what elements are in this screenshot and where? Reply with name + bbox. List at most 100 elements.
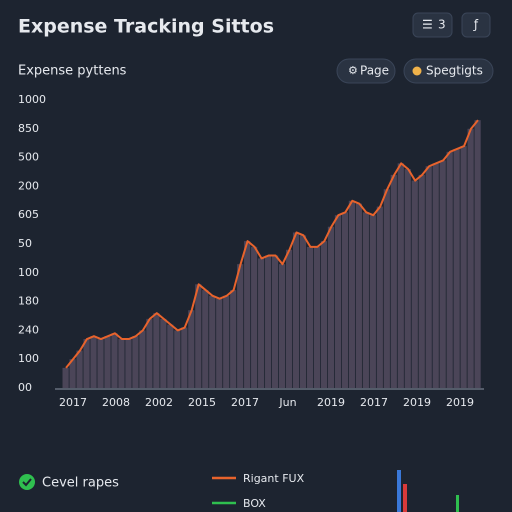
bar xyxy=(153,313,160,388)
x-axis-label: 2017 xyxy=(231,396,259,409)
y-axis-label: 1000 xyxy=(18,93,46,106)
y-axis-label: 180 xyxy=(18,295,39,308)
x-axis-label: 2019 xyxy=(317,396,345,409)
bar xyxy=(83,339,90,388)
bar xyxy=(467,128,474,389)
plot: 1000 850 500 200 605 50 100 180 240 100 00 2017 2008… xyxy=(18,93,484,409)
bar xyxy=(299,235,307,388)
bar xyxy=(132,336,139,388)
bar xyxy=(118,339,125,388)
bar xyxy=(446,151,453,388)
status-label: Cevel rapes xyxy=(42,476,119,491)
bar xyxy=(355,203,362,388)
bar xyxy=(104,336,111,388)
y-axis-label: 100 xyxy=(18,352,39,365)
bar xyxy=(285,249,293,388)
bar xyxy=(125,339,132,388)
page-button[interactable] xyxy=(336,58,396,84)
bar xyxy=(216,298,223,388)
bar xyxy=(306,246,314,388)
chart-subtitle: Expense pyttens xyxy=(18,64,127,79)
x-axis-label: 2019 xyxy=(446,396,474,409)
bar xyxy=(362,212,369,388)
x-axis-label: 2015 xyxy=(188,396,216,409)
bar xyxy=(62,367,69,388)
bar xyxy=(313,246,321,388)
x-axis-label: 2008 xyxy=(102,396,130,409)
bar xyxy=(146,318,153,388)
bar xyxy=(348,200,355,388)
bar xyxy=(265,255,272,388)
y-axis-label: 850 xyxy=(18,122,39,135)
x-axis-label: 2019 xyxy=(403,396,431,409)
trend-line xyxy=(65,119,479,369)
bar xyxy=(411,180,418,388)
bar xyxy=(432,163,439,388)
y-axis-label: 50 xyxy=(18,237,32,250)
bar xyxy=(69,359,76,388)
page-icon: ⚙ xyxy=(348,64,358,77)
decor-bar xyxy=(456,495,459,512)
bar xyxy=(453,148,460,388)
y-axis-label: 00 xyxy=(18,381,32,394)
bar xyxy=(292,232,300,388)
menu-count: 3 xyxy=(438,18,446,32)
bar xyxy=(383,189,390,388)
menu-icon: ☰ xyxy=(422,18,433,32)
bar xyxy=(181,327,188,388)
settings-button-label: Spegtigts xyxy=(426,64,483,78)
bar xyxy=(418,174,425,388)
bar xyxy=(76,350,83,388)
bar xyxy=(439,160,446,388)
bar xyxy=(174,330,181,388)
decor-bar xyxy=(397,470,401,512)
legend: Rigant FUX BOX xyxy=(212,472,305,510)
bar xyxy=(376,206,383,388)
share-label: ƒ xyxy=(473,18,479,32)
settings-button[interactable] xyxy=(403,58,494,84)
y-axis-label: 500 xyxy=(18,151,39,164)
y-axis-label: 200 xyxy=(18,179,39,192)
bar xyxy=(160,318,167,388)
bar xyxy=(139,330,146,388)
x-axis-label: 2017 xyxy=(360,396,388,409)
bar xyxy=(474,120,481,388)
bar xyxy=(244,241,251,388)
share-button[interactable] xyxy=(461,12,491,38)
y-axis-label: 240 xyxy=(18,323,39,336)
bar xyxy=(341,212,349,388)
bar xyxy=(223,295,230,388)
bar xyxy=(404,169,411,388)
page-button-label: Page xyxy=(360,64,389,78)
bar xyxy=(320,241,328,388)
decor-bar xyxy=(403,484,407,512)
bar xyxy=(327,226,335,388)
y-axis-label: 100 xyxy=(18,266,39,279)
bar xyxy=(167,324,174,388)
legend-label: BOX xyxy=(243,497,266,510)
bar xyxy=(425,166,432,388)
menu-button[interactable] xyxy=(412,12,453,38)
x-axis-label: Jun xyxy=(278,396,296,409)
bar xyxy=(111,333,118,388)
bar xyxy=(369,215,376,388)
x-axis-label: 2017 xyxy=(59,396,87,409)
bar xyxy=(90,336,97,388)
bar xyxy=(230,290,237,388)
settings-icon xyxy=(412,66,422,76)
bar xyxy=(390,174,397,388)
bar xyxy=(188,310,195,388)
bar xyxy=(251,246,258,388)
bar xyxy=(202,290,209,388)
bar xyxy=(460,146,467,388)
bar xyxy=(334,215,342,388)
bar xyxy=(195,284,202,388)
bar xyxy=(237,264,244,388)
bar xyxy=(272,255,279,388)
status-check xyxy=(22,478,32,487)
status-icon xyxy=(19,474,35,490)
bar xyxy=(397,163,404,388)
bar xyxy=(209,295,216,388)
bar xyxy=(258,258,265,388)
